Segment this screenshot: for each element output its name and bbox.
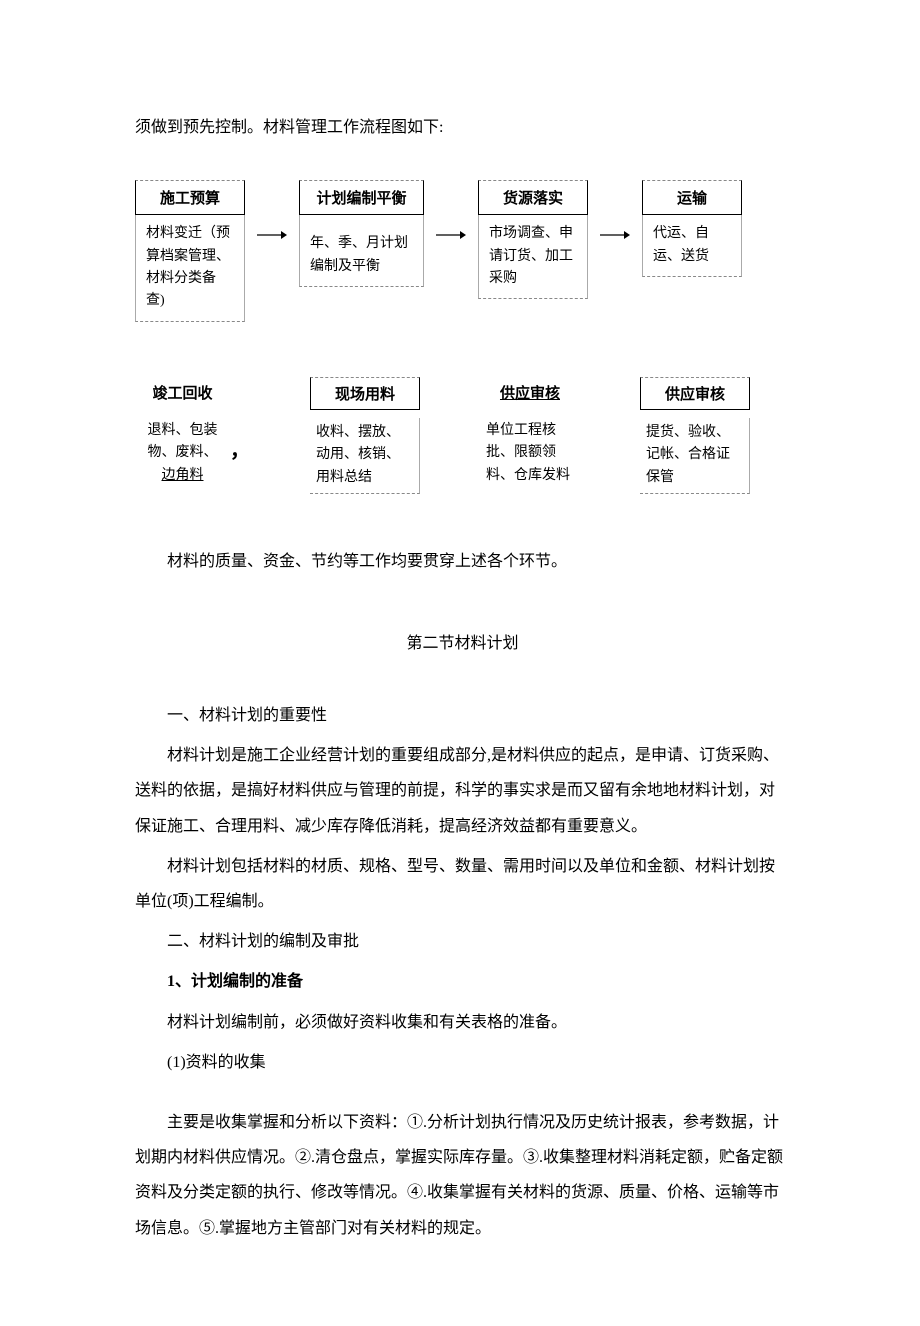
flow-node-plan: 计划编制平衡 年、季、月计划编制及平衡 — [299, 180, 424, 287]
flow-node-transport: 运输 代运、自运、送货 — [642, 180, 742, 277]
heading-importance: 一、材料计划的重要性 — [135, 698, 790, 733]
paragraph: 材料计划编制前，必须做好资料收集和有关表格的准备。 — [135, 1005, 790, 1040]
flow-header: 供应审核 — [640, 377, 750, 410]
flow-header: 竣工回收 — [144, 377, 220, 408]
flow-node-source: 货源落实 市场调查、申请订货、加工采购 — [478, 180, 588, 299]
paragraph: (1)资料的收集 — [135, 1045, 790, 1080]
flow-body: 材料变迁（预算档案管理、材料分类备查) — [135, 215, 245, 322]
body-line: 边角料 — [162, 468, 204, 483]
flow-body: 单位工程核批、限额领料、仓库发料 — [480, 416, 580, 491]
separator-comma: ， — [230, 434, 250, 463]
flow-header: 施工预算 — [135, 180, 245, 215]
flow-node-supply-audit-2: 供应审核 提货、验收、记帐、合格证保管 — [640, 377, 750, 494]
body-line: 物、废料、 — [148, 445, 218, 460]
paragraph: 材料计划是施工企业经营计划的重要组成部分,是材料供应的起点，是申请、订货采购、送… — [135, 738, 790, 844]
paragraph: 材料计划包括材料的材质、规格、型号、数量、需用时间以及单位和金额、材料计划按单位… — [135, 849, 790, 919]
heading-preparation: 1、计划编制的准备 — [135, 964, 790, 999]
flow-node-completion: 竣工回收 退料、包装 物、废料、 边角料 — [135, 377, 230, 491]
summary-text: 材料的质量、资金、节约等工作均要贯穿上述各个环节。 — [135, 544, 790, 579]
flow-row-top: 施工预算 材料变迁（预算档案管理、材料分类备查) 计划编制平衡 年、季、月计划编… — [135, 180, 790, 322]
intro-text: 须做到预先控制。材料管理工作流程图如下: — [135, 110, 790, 145]
flow-body: 提货、验收、记帐、合格证保管 — [640, 418, 750, 494]
flow-node-supply-audit-1: 供应审核 单位工程核批、限额领料、仓库发料 — [480, 377, 580, 491]
arrow-icon — [245, 200, 299, 270]
flow-body: 收料、摆放、动用、核销、用料总结 — [310, 418, 420, 494]
section-title: 第二节材料计划 — [135, 629, 790, 653]
paragraph: 主要是收集掌握和分析以下资料：①.分析计划执行情况及历史统计报表，参考数据，计划… — [135, 1105, 790, 1246]
flow-body: 年、季、月计划编制及平衡 — [299, 215, 424, 287]
arrow-icon — [588, 200, 642, 270]
flow-node-budget: 施工预算 材料变迁（预算档案管理、材料分类备查) — [135, 180, 245, 322]
flow-row-bottom: 竣工回收 退料、包装 物、废料、 边角料 ， 现场用料 收料、摆放、动用、核销、… — [135, 377, 790, 494]
flow-header: 供应审核 — [492, 377, 568, 408]
flow-header: 货源落实 — [478, 180, 588, 215]
flow-header: 运输 — [642, 180, 742, 215]
heading-compilation: 二、材料计划的编制及审批 — [135, 924, 790, 959]
flow-header: 计划编制平衡 — [299, 180, 424, 215]
flow-body: 退料、包装 物、废料、 边角料 — [142, 416, 224, 491]
flowchart-container: 施工预算 材料变迁（预算档案管理、材料分类备查) 计划编制平衡 年、季、月计划编… — [135, 180, 790, 494]
flow-node-siteuse: 现场用料 收料、摆放、动用、核销、用料总结 — [310, 377, 420, 494]
arrow-icon — [424, 200, 478, 270]
flow-header: 现场用料 — [310, 377, 420, 410]
flow-body: 市场调查、申请订货、加工采购 — [478, 215, 588, 299]
body-line: 退料、包装 — [148, 423, 218, 438]
flow-body: 代运、自运、送货 — [642, 215, 742, 277]
